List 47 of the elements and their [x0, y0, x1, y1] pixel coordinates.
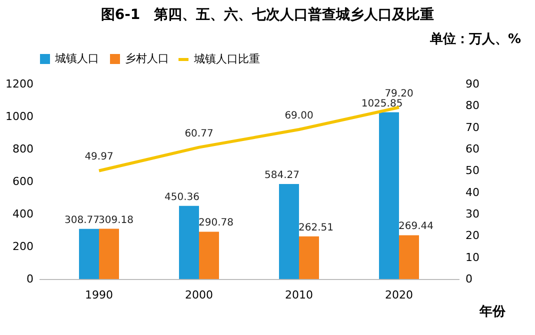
data-label: 584.27	[264, 170, 300, 182]
y-tick-label: 1200	[6, 78, 34, 90]
data-label: 69.00	[284, 110, 314, 122]
bar	[299, 236, 319, 279]
y2-tick-label: 20	[466, 229, 480, 242]
x-tick-label: 1990	[85, 288, 113, 302]
data-label: 262.51	[298, 222, 334, 234]
y-tick-label: 600	[12, 175, 34, 188]
y2-tick-label: 30	[466, 208, 480, 220]
y2-tick-label: 50	[466, 164, 480, 178]
y-tick-label: 800	[12, 142, 34, 156]
y-tick-label: 200	[12, 240, 34, 253]
bar	[179, 206, 199, 279]
legend-label: 乡村人口	[125, 52, 169, 65]
data-label: 309.18	[98, 214, 134, 226]
y2-tick-label: 10	[466, 250, 480, 264]
data-label: 450.36	[164, 192, 200, 203]
y2-tick-label: 70	[466, 120, 480, 134]
data-label: 79.20	[384, 88, 414, 100]
bar	[399, 235, 419, 279]
y2-tick-label: 60	[466, 142, 480, 156]
bar	[79, 228, 99, 279]
x-tick-label: 2010	[285, 288, 313, 302]
x-axis-title: 年份	[478, 304, 506, 320]
y2-tick-label: 90	[466, 78, 480, 90]
data-label: 49.97	[84, 152, 114, 163]
legend-label: 城镇人口比重	[193, 52, 260, 66]
y-tick-label: 1000	[6, 110, 34, 123]
legend-label: 城镇人口	[54, 52, 99, 65]
data-label: 60.77	[184, 128, 214, 140]
bar	[99, 228, 119, 279]
y2-tick-label: 80	[466, 99, 480, 112]
x-tick-label: 2020	[385, 288, 413, 302]
data-label: 308.77	[64, 214, 100, 226]
data-label: 269.44	[398, 221, 434, 232]
data-label: 1025.85	[361, 98, 403, 110]
y2-tick-label: 40	[466, 186, 480, 199]
data-label: 290.78	[198, 218, 234, 229]
bar	[279, 184, 299, 279]
chart-title: 图6-1 第四、五、六、七次人口普查城乡人口及比重	[100, 6, 436, 24]
chart-subtitle: 单位：万人、%	[428, 31, 521, 48]
y2-tick-label: 0	[466, 272, 472, 286]
y-tick-label: 400	[12, 208, 34, 220]
y-tick-label: 0	[26, 272, 34, 286]
bar	[199, 232, 219, 279]
x-tick-label: 2000	[185, 288, 213, 302]
bar	[379, 112, 399, 279]
